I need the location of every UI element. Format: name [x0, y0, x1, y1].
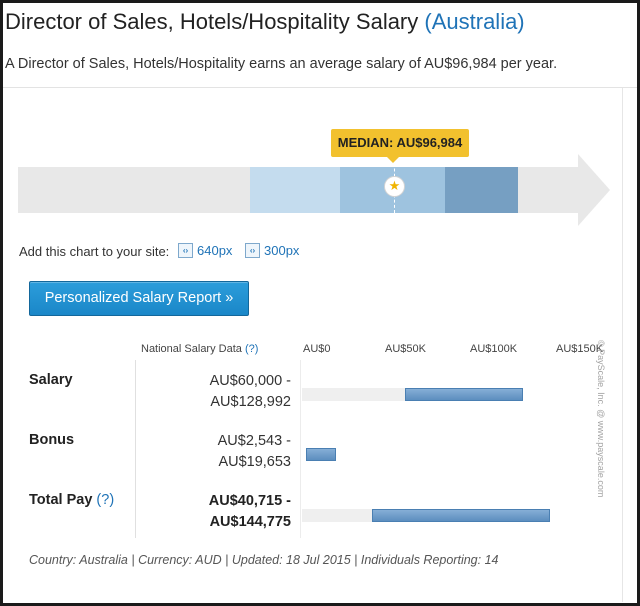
personalized-report-button[interactable]: Personalized Salary Report » [29, 281, 249, 316]
total-pay-bar-track [302, 509, 372, 522]
total-pay-range: AU$40,715 - AU$144,775 [208, 493, 291, 530]
embed-code-icon: ‹› [178, 243, 193, 258]
salary-range: AU$60,000 - AU$128,992 [209, 373, 291, 410]
embed-link-label: 300px [264, 243, 300, 258]
row-label-salary: Salary [29, 372, 73, 388]
total-pay-bar [371, 509, 551, 522]
national-salary-label: National Salary Data [141, 343, 242, 355]
location-link[interactable]: (Australia) [424, 9, 525, 34]
copyright-note: © PayScale, Inc. @ www.payscale.com [596, 340, 606, 498]
embed-link-640[interactable]: ‹› 640px [178, 243, 232, 258]
table-divider [135, 360, 136, 538]
embed-link-label: 640px [197, 243, 233, 258]
median-label: MEDIAN: AU$96,984 [331, 129, 469, 163]
range-segment-low [250, 167, 340, 213]
embed-code-icon: ‹› [245, 243, 260, 258]
salary-bar-track [302, 388, 405, 401]
star-icon: ★ [384, 176, 405, 197]
range-segment-high [445, 167, 518, 213]
row-label-total-pay: Total Pay (?) [29, 492, 115, 508]
axis-zero-line [300, 360, 301, 538]
national-salary-header: National Salary Data (?) [141, 343, 258, 355]
bonus-range: AU$2,543 - AU$19,653 [217, 433, 291, 470]
bonus-bar [306, 448, 336, 461]
range-arrow-head [578, 154, 610, 226]
row-label-bonus: Bonus [29, 432, 75, 448]
help-link[interactable]: (?) [96, 492, 115, 508]
job-title: Director of Sales, Hotels/Hospitality Sa… [5, 9, 419, 34]
embed-label: Add this chart to your site: [19, 244, 170, 259]
page-title: Director of Sales, Hotels/Hospitality Sa… [5, 9, 525, 35]
axis-tick-label: AU$150K [556, 343, 604, 355]
help-link[interactable]: (?) [244, 343, 259, 355]
axis-tick-label: AU$0 [303, 343, 331, 355]
chart-frame [3, 88, 623, 602]
data-footer: Country: Australia | Currency: AUD | Upd… [29, 553, 499, 567]
salary-summary: A Director of Sales, Hotels/Hospitality … [5, 56, 558, 72]
axis-tick-label: AU$100K [470, 343, 518, 355]
embed-link-300[interactable]: ‹› 300px [245, 243, 299, 258]
axis-tick-label: AU$50K [385, 343, 426, 355]
divider [3, 87, 637, 88]
salary-bar [404, 388, 523, 401]
